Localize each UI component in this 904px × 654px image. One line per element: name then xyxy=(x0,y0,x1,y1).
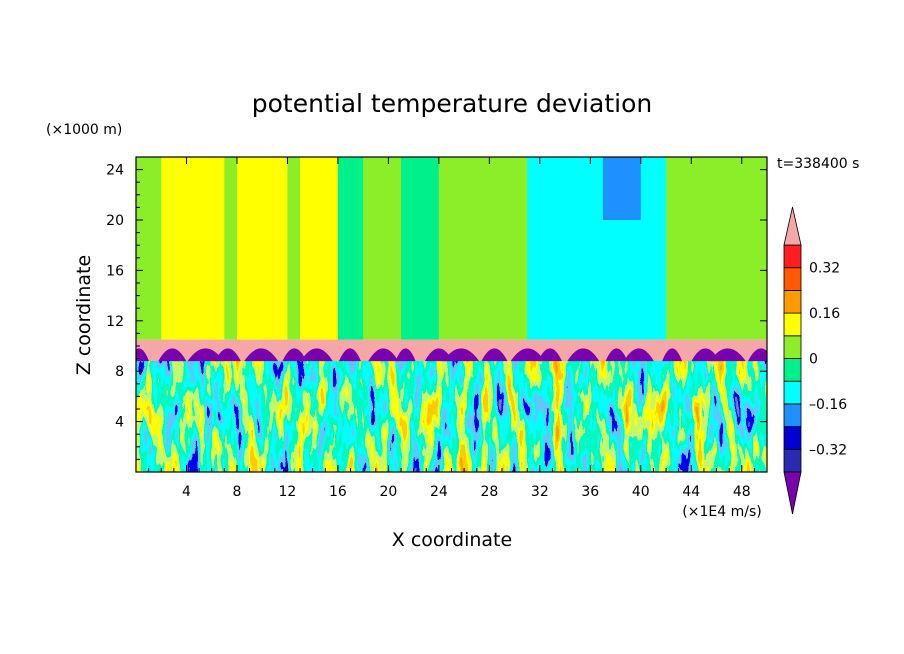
colorbar-band xyxy=(783,358,802,382)
y-tick-label: 24 xyxy=(106,163,124,179)
field-region xyxy=(401,157,439,340)
field-plume xyxy=(481,348,508,362)
x-tick-label: 32 xyxy=(531,484,549,500)
x-tick-label: 16 xyxy=(329,484,347,500)
x-tick-label: 28 xyxy=(480,484,498,500)
field-plume xyxy=(510,348,545,362)
field-region xyxy=(236,157,288,340)
field-region xyxy=(337,157,364,340)
field-plume xyxy=(395,348,416,362)
y-tick-label: 12 xyxy=(106,314,124,330)
y-axis: 4 8 12 16 20 24 xyxy=(106,163,767,460)
field-plume xyxy=(748,348,767,362)
y-tick-label: 20 xyxy=(106,213,124,229)
x-tick-label: 24 xyxy=(430,484,448,500)
colorbar-band xyxy=(783,403,802,427)
heatmap-field xyxy=(136,157,767,472)
field-plume xyxy=(443,348,480,362)
x-axis: 4 8 12 16 20 24 28 32 36 40 44 48 xyxy=(148,157,755,500)
time-label: t=338400 s xyxy=(777,156,859,172)
colorbar-label: –0.32 xyxy=(809,442,847,458)
field-region xyxy=(602,157,641,220)
colorbar-label: 0.32 xyxy=(809,261,840,277)
y-tick-label: 16 xyxy=(106,263,124,279)
field-plume xyxy=(567,348,600,362)
colorbar-band xyxy=(783,289,802,314)
field-plume xyxy=(623,348,654,362)
x-tick-label: 4 xyxy=(182,484,191,500)
colorbar-band xyxy=(783,244,802,269)
y-tick-label: 4 xyxy=(115,415,124,431)
colorbar-label: –0.16 xyxy=(809,397,847,413)
field-plume xyxy=(368,348,399,362)
x-tick-label: 8 xyxy=(232,484,241,500)
x-unit-label: (×1E4 m/s) xyxy=(682,504,761,520)
x-tick-label: 44 xyxy=(682,484,700,500)
field-plume xyxy=(662,348,683,362)
field-region xyxy=(136,157,767,340)
chart-title: potential temperature deviation xyxy=(252,89,652,118)
colorbar-band xyxy=(783,448,802,473)
field-plume xyxy=(709,348,746,362)
colorbar-band xyxy=(783,312,802,337)
field-plume xyxy=(605,348,628,362)
colorbar-band xyxy=(783,267,802,291)
x-tick-label: 12 xyxy=(279,484,297,500)
colorbar-bottom-arrow xyxy=(783,471,802,515)
colorbar-band xyxy=(783,335,802,359)
field-plume xyxy=(214,348,241,362)
field-region xyxy=(161,157,225,340)
x-tick-label: 20 xyxy=(379,484,397,500)
field-plume xyxy=(339,348,361,362)
field-plume xyxy=(538,348,562,362)
field-plume xyxy=(282,348,307,362)
colorbar-label: 0.16 xyxy=(809,306,840,322)
y-axis-label: Z coordinate xyxy=(73,255,95,375)
x-tick-label: 48 xyxy=(733,484,751,500)
field-plume xyxy=(244,348,279,362)
field-plume xyxy=(300,348,333,362)
x-tick-label: 36 xyxy=(581,484,599,500)
y-unit-label: (×1000 m) xyxy=(46,122,122,138)
colorbar: 0.32 0.16 0 –0.16 –0.32 xyxy=(783,206,847,515)
field-plume xyxy=(136,348,149,362)
field-region xyxy=(300,157,338,340)
colorbar-label: 0 xyxy=(809,352,818,368)
field-region xyxy=(527,157,667,340)
x-tick-label: 40 xyxy=(632,484,650,500)
y-tick-label: 8 xyxy=(115,364,124,380)
field-plume xyxy=(187,348,224,362)
colorbar-top-arrow xyxy=(783,206,802,246)
colorbar-band xyxy=(783,380,802,405)
field-plume xyxy=(158,348,187,362)
colorbar-band xyxy=(783,426,802,450)
field-region xyxy=(136,361,767,472)
x-axis-label: X coordinate xyxy=(392,529,512,551)
